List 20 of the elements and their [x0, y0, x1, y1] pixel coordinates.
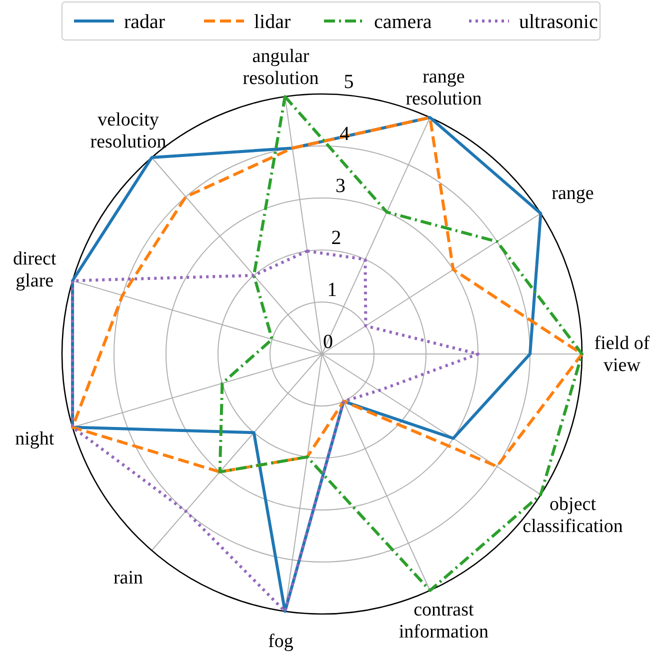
legend-label: ultrasonic: [519, 11, 598, 33]
legend-label: camera: [374, 11, 432, 33]
spoke-label: night: [15, 428, 55, 450]
spoke-label: direct glare: [12, 248, 57, 292]
legend-label: lidar: [254, 11, 291, 33]
spoke-label: contrast information: [398, 600, 490, 643]
legend-label: radar: [124, 11, 166, 33]
spoke-label: rain: [113, 568, 144, 589]
y-tick-label: 3: [335, 175, 346, 197]
y-tick-label: 2: [331, 227, 342, 249]
spoke-label: velocity resolution: [90, 109, 167, 152]
y-tick-label: 1: [327, 279, 338, 301]
spoke-label: field of view: [594, 333, 650, 376]
spoke-label: object classification: [522, 494, 624, 538]
y-tick-label: 5: [344, 71, 354, 93]
spoke-label: fog: [268, 630, 294, 652]
spoke-label: range resolution: [406, 66, 482, 110]
spoke-label: angular resolution: [242, 46, 320, 90]
spoke-label: range: [552, 182, 594, 204]
y-tick-label: 0: [323, 331, 333, 353]
